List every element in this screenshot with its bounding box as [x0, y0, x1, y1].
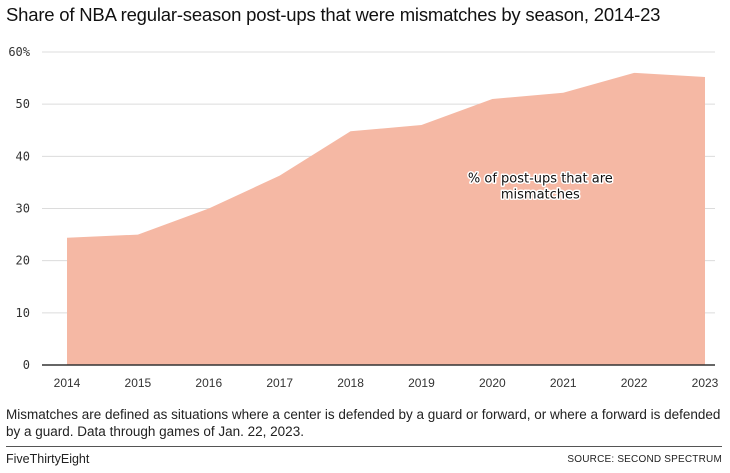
- area-series: [67, 72, 705, 365]
- annotation-label: mismatches: [501, 187, 580, 202]
- area-layer: [42, 72, 715, 366]
- footer-divider: [6, 446, 722, 447]
- x-tick-label: 2017: [266, 376, 293, 390]
- x-axis: 2014 2015 2016 2017 2018 2019 2020 2021 2022 2023: [54, 376, 719, 390]
- chart-title: Share of NBA regular-season post-ups tha…: [6, 4, 661, 25]
- chart-note: Mismatches are defined as situations whe…: [6, 407, 721, 439]
- y-tick-label: 60%: [8, 45, 30, 59]
- x-tick-label: 2014: [54, 376, 81, 390]
- y-tick-label: 20: [16, 254, 30, 268]
- y-tick-label: 0: [23, 358, 30, 372]
- y-tick-label: 10: [16, 306, 30, 320]
- x-tick-label: 2019: [408, 376, 435, 390]
- x-tick-label: 2018: [337, 376, 364, 390]
- x-tick-label: 2022: [621, 376, 648, 390]
- annotation-label: % of post-ups that are: [468, 171, 613, 186]
- x-tick-label: 2020: [479, 376, 506, 390]
- brand-label: FiveThirtyEight: [6, 452, 90, 466]
- y-axis: 0 10 20 30 40 50 60%: [8, 45, 30, 372]
- x-tick-label: 2021: [550, 376, 577, 390]
- x-tick-label: 2016: [195, 376, 222, 390]
- y-tick-label: 50: [16, 97, 30, 111]
- y-tick-label: 30: [16, 202, 30, 216]
- x-tick-label: 2015: [125, 376, 152, 390]
- x-tick-label: 2023: [692, 376, 719, 390]
- y-tick-label: 40: [16, 149, 30, 163]
- source-label: SOURCE: SECOND SPECTRUM: [567, 454, 722, 465]
